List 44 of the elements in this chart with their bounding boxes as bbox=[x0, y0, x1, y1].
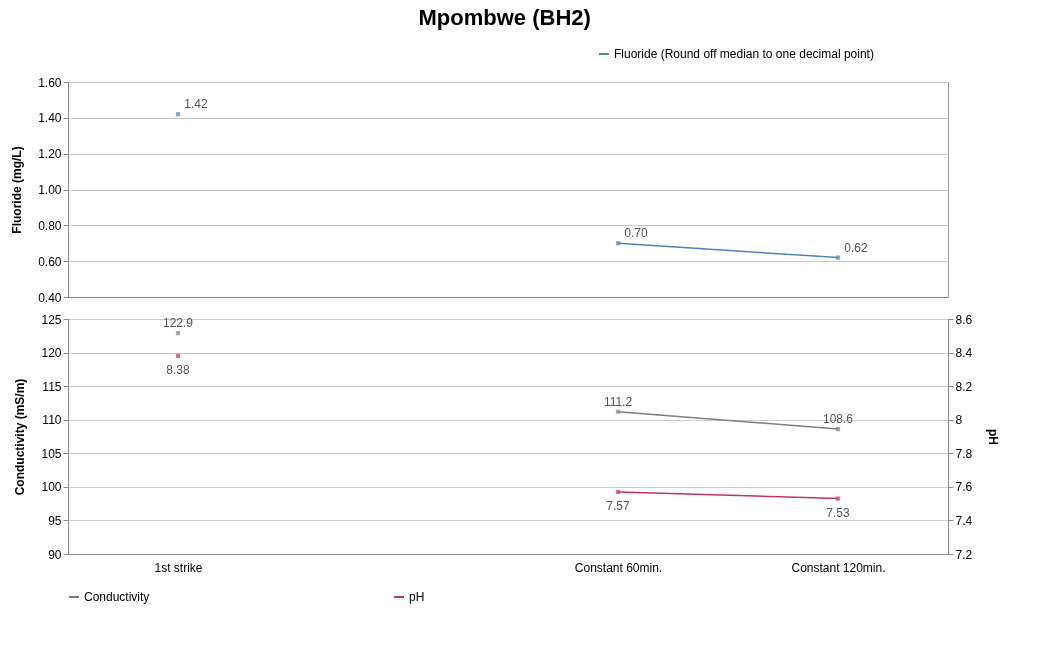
y2-tick-label: 8.2 bbox=[955, 379, 973, 394]
y-tick-label: 1.20 bbox=[38, 147, 62, 162]
data-label: 108.6 bbox=[822, 412, 854, 427]
y2-tick-label: 7.8 bbox=[955, 446, 973, 461]
y-tick-label: 120 bbox=[41, 346, 62, 361]
y2-tick-label: 7.4 bbox=[955, 513, 973, 528]
chart-title: Mpombwe (BH2) bbox=[418, 4, 591, 30]
data-label: 0.62 bbox=[844, 240, 868, 255]
y-axis-title: Conductivity (mS/m) bbox=[13, 378, 28, 496]
y-tick-label: 0.60 bbox=[38, 254, 62, 269]
y-tick-label: 105 bbox=[41, 446, 62, 461]
y-tick-label: 90 bbox=[48, 547, 62, 562]
x-tick-label: Constant 60min. bbox=[574, 560, 663, 575]
y-tick-label: 0.40 bbox=[38, 290, 62, 305]
data-label: 0.70 bbox=[624, 226, 648, 241]
y-tick-label: 95 bbox=[48, 513, 62, 528]
x-tick-label: 1st strike bbox=[154, 560, 203, 575]
data-label: 111.2 bbox=[603, 394, 633, 409]
y-tick-label: 1.00 bbox=[38, 183, 62, 197]
data-label: 7.57 bbox=[606, 498, 630, 513]
y2-tick-label: 8 bbox=[955, 413, 963, 428]
y-tick-label: 125 bbox=[41, 312, 62, 327]
y-tick-label: 115 bbox=[42, 379, 62, 394]
point bbox=[835, 496, 841, 501]
y-tick-label: 1.60 bbox=[38, 75, 62, 90]
legend-label: pH bbox=[409, 590, 425, 604]
y2-tick-label: 7.6 bbox=[955, 480, 973, 495]
data-label: 1.42 bbox=[184, 97, 208, 112]
y2-tick-label: 8.6 bbox=[955, 312, 973, 327]
data-label: 7.53 bbox=[826, 505, 850, 520]
y2-tick-label: 8.4 bbox=[955, 346, 973, 361]
data-label: 122.9 bbox=[162, 316, 194, 331]
y-tick-label: 0.80 bbox=[38, 218, 62, 233]
y-tick-label: 1.40 bbox=[38, 111, 62, 126]
y2-axis-title: pH bbox=[986, 429, 1001, 445]
legend-label: Conductivity bbox=[84, 590, 150, 604]
legend-label: Fluoride (Round off median to one decimal point) bbox=[614, 47, 874, 61]
point bbox=[835, 255, 841, 260]
y-axis-title: Fluoride (mg/L) bbox=[10, 146, 25, 234]
y-tick-label: 100 bbox=[41, 480, 62, 495]
y2-tick-label: 7.2 bbox=[955, 547, 973, 562]
y-tick-label: 110 bbox=[42, 413, 62, 428]
x-tick-label: Constant 120min. bbox=[791, 560, 886, 575]
data-label: 8.38 bbox=[166, 362, 190, 377]
